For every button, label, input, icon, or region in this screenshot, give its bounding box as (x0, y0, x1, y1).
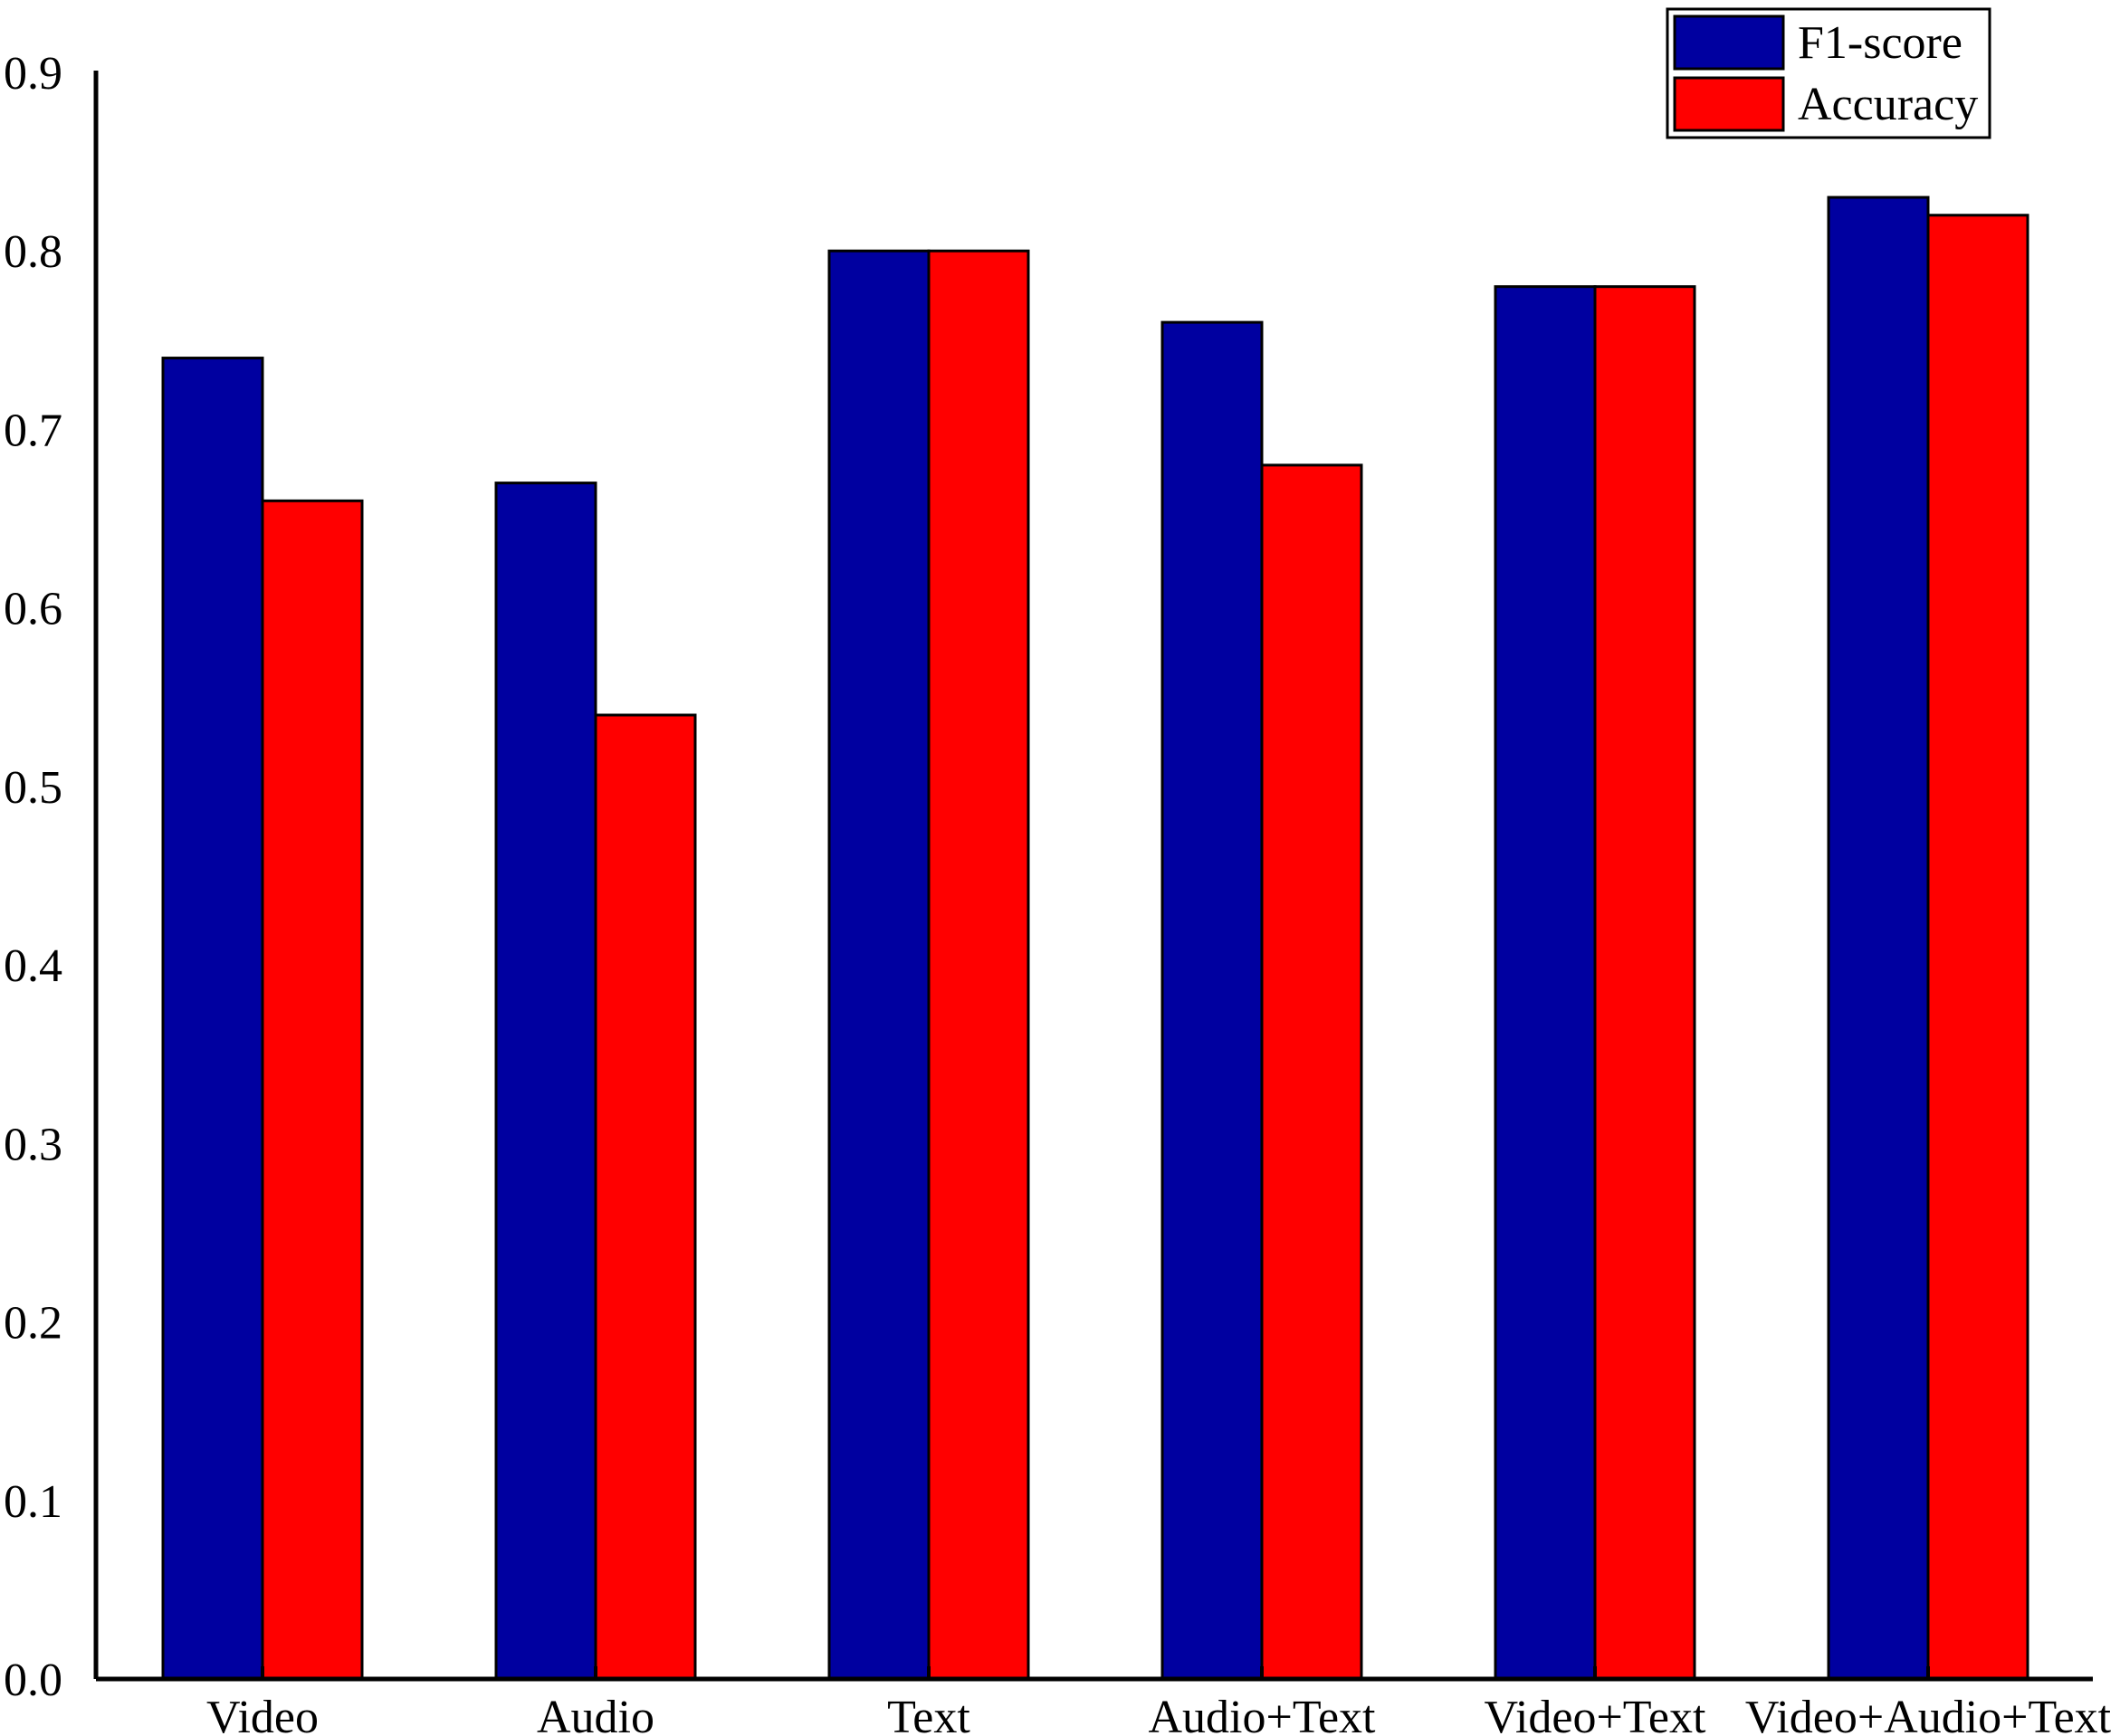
bar-f1-score-text (827, 249, 931, 1681)
bar-accuracy-audio (594, 713, 697, 1681)
y-tick-label: 0.7 (4, 405, 62, 456)
x-category-label: Video (206, 1692, 319, 1736)
x-category-label: Text (887, 1692, 970, 1736)
y-tick-label: 0.6 (4, 584, 62, 635)
bar-accuracy-video (261, 499, 364, 1681)
axes-group (93, 71, 2093, 1682)
bar-f1-score-audio (494, 482, 597, 1681)
bar-accuracy-video-audio-text (1926, 214, 2029, 1681)
y-tick-label: 0.8 (4, 226, 62, 278)
legend-swatch (1673, 14, 1785, 71)
x-category-label: Audio+Text (1149, 1692, 1377, 1736)
bar-f1-score-audio-text (1160, 320, 1264, 1681)
x-category-label: Video+Audio+Text (1745, 1692, 2112, 1736)
y-tick-label: 0.0 (4, 1655, 62, 1706)
x-category-label: Video+Text (1485, 1692, 1706, 1736)
y-tick-label: 0.2 (4, 1298, 62, 1350)
bars-group (161, 196, 2029, 1681)
bar-f1-score-video-audio-text (1827, 196, 1930, 1681)
y-tick-label: 0.9 (4, 48, 62, 100)
bar-f1-score-video (161, 357, 264, 1681)
legend-label: Accuracy (1798, 79, 1978, 130)
y-axis-ticks: 0.0 0.1 0.2 0.3 0.4 0.5 0.6 0.7 0.8 0.9 (4, 48, 62, 1706)
y-tick-label: 0.5 (4, 762, 62, 814)
x-axis-labels: Video Audio Text Audio+Text Video+Text Video+… (206, 1692, 2112, 1736)
bar-accuracy-video-text (1593, 285, 1696, 1681)
bar-accuracy-audio-text (1260, 463, 1363, 1681)
y-tick-label: 0.3 (4, 1119, 62, 1170)
legend-swatch (1673, 76, 1785, 132)
bar-accuracy-text (927, 249, 1030, 1681)
bar-f1-score-video-text (1494, 285, 1597, 1681)
y-tick-label: 0.1 (4, 1476, 62, 1528)
legend: F1-score Accuracy (1666, 7, 1991, 139)
y-tick-label: 0.4 (4, 940, 62, 992)
legend-label: F1-score (1798, 17, 1962, 69)
x-category-label: Audio (537, 1692, 654, 1736)
